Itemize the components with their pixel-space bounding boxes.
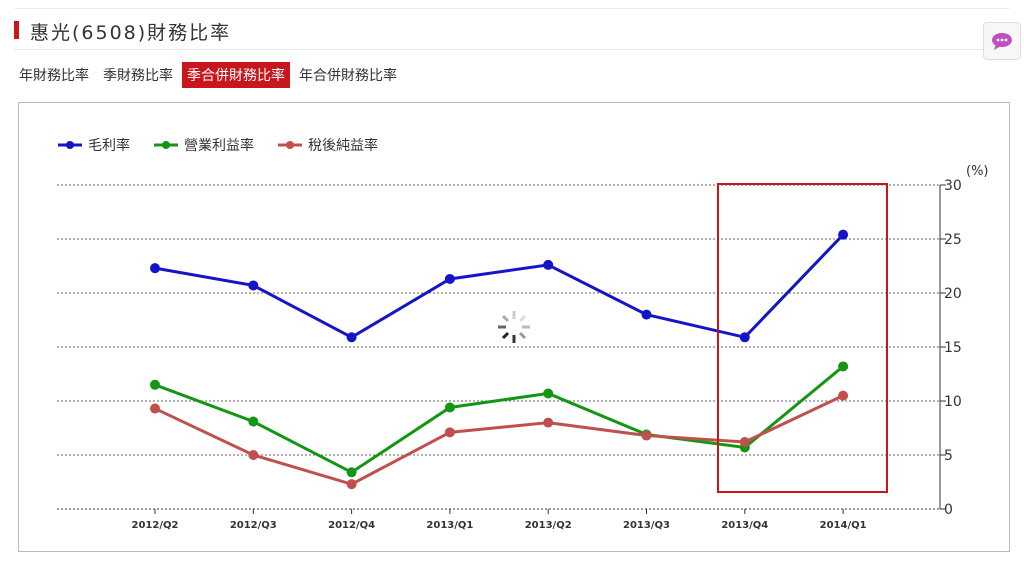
data-point: [346, 332, 357, 343]
y-tick-label: 25: [944, 232, 962, 248]
x-tick-label: 2012/Q3: [230, 520, 277, 531]
x-tick-label: 2013/Q1: [426, 520, 473, 531]
loading-spinner: [498, 311, 530, 343]
tab[interactable]: 季合併財務比率: [182, 62, 290, 88]
data-point: [543, 259, 554, 270]
data-point: [150, 379, 160, 390]
data-point: [739, 332, 750, 343]
series-line: [154, 394, 844, 486]
legend-label: 毛利率: [88, 137, 130, 154]
y-tick-label: 5: [944, 448, 953, 464]
data-point: [248, 416, 259, 427]
legend-dot: [66, 141, 74, 149]
series-line: [154, 233, 845, 339]
data-point: [150, 263, 160, 274]
series-line: [154, 365, 845, 475]
legend-label: 營業利益率: [184, 137, 254, 154]
legend-dot: [162, 141, 170, 149]
data-point: [444, 427, 455, 438]
data-point: [346, 479, 357, 490]
y-tick-label: 20: [944, 286, 962, 302]
x-tick-label: 2013/Q4: [721, 520, 768, 531]
chat-button[interactable]: [983, 22, 1021, 60]
data-point: [838, 390, 849, 401]
data-point: [444, 273, 455, 284]
data-point: [543, 417, 554, 428]
tab-bar: 年財務比率 季財務比率 季合併財務比率 年合併財務比率: [14, 62, 402, 88]
data-point: [346, 467, 357, 478]
tab[interactable]: 年合併財務比率: [299, 68, 397, 84]
x-tick-label: 2012/Q4: [328, 520, 375, 531]
title-marker: [14, 21, 19, 39]
legend-label: 稅後純益率: [308, 137, 378, 154]
y-unit: (%): [966, 164, 989, 179]
data-point: [641, 430, 652, 441]
data-point: [838, 229, 849, 240]
highlight-box: [717, 183, 888, 493]
x-tick-label: 2014/Q1: [820, 520, 867, 531]
x-tick-label: 2013/Q2: [525, 520, 572, 531]
y-tick-label: 0: [944, 502, 953, 518]
plot: 0 5 10 15 20 25 30 (%) 2012/Q2 2012/Q3 2012/Q4 2013…: [57, 137, 989, 531]
data-point: [838, 361, 849, 372]
data-point: [444, 402, 455, 413]
tab[interactable]: 年財務比率: [19, 68, 89, 84]
chart-container: [18, 102, 1010, 552]
chat-icon: [992, 33, 1012, 50]
legend-dot: [286, 141, 294, 149]
data-point: [248, 280, 259, 291]
data-point: [150, 403, 160, 414]
x-tick-label: 2013/Q3: [623, 520, 670, 531]
x-tick-label: 2012/Q2: [132, 520, 179, 531]
data-point: [739, 437, 750, 448]
page-title: 惠光(6508)財務比率: [30, 22, 232, 44]
y-tick-label: 15: [944, 340, 962, 356]
data-point: [641, 309, 652, 320]
tab[interactable]: 季財務比率: [103, 68, 173, 84]
y-tick-label: 10: [944, 394, 962, 410]
title-bar: 惠光(6508)財務比率: [14, 8, 1010, 50]
data-point: [543, 388, 554, 399]
y-tick-label: 30: [944, 178, 962, 194]
data-point: [248, 450, 259, 460]
